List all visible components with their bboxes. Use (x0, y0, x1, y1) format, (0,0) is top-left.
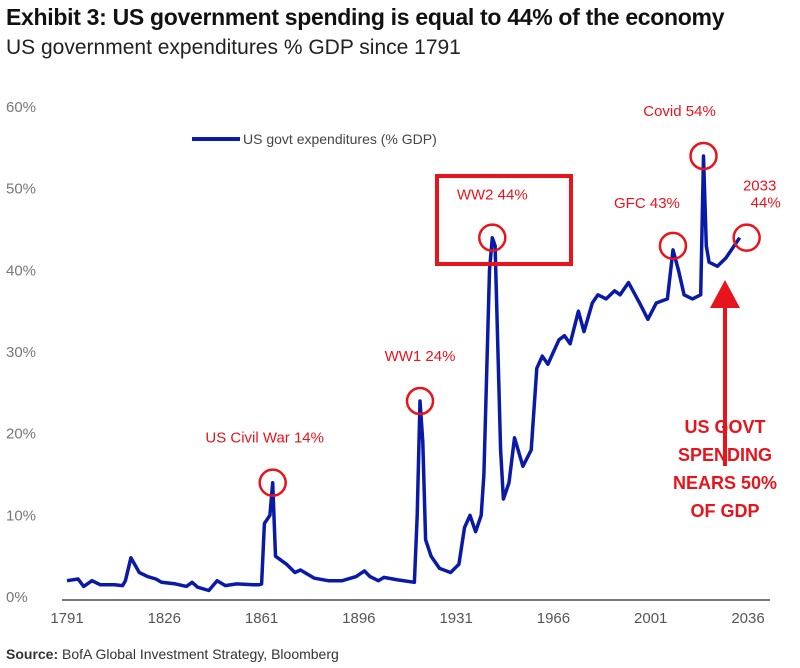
y-tick-label: 10% (6, 507, 36, 524)
x-tick-label: 1791 (50, 610, 83, 627)
legend-label: US govt expenditures (% GDP) (243, 131, 437, 147)
x-tick-label: 2036 (731, 610, 764, 627)
annotation-circle (258, 468, 287, 497)
callout-text: OF GDP (690, 501, 759, 521)
chart-subtitle: US government expenditures % GDP since 1… (6, 36, 461, 59)
annotation-circle (732, 223, 761, 252)
series-line (66, 154, 742, 593)
chart-title: Exhibit 3: US government spending is equ… (6, 4, 725, 30)
source-note: Source: BofA Global Investment Strategy,… (6, 646, 339, 662)
y-tick-label: 60% (6, 99, 36, 116)
annotation-circle (658, 231, 688, 261)
y-tick-label: 30% (6, 344, 36, 361)
annotation-circle (405, 386, 435, 416)
y-tick-label: 40% (6, 262, 36, 279)
annotation-circle (478, 223, 507, 252)
callout-text: US GOVT (684, 417, 765, 437)
arrow-head (710, 280, 740, 308)
source-label: Source: (6, 646, 59, 662)
source-text: BofA Global Investment Strategy, Bloombe… (62, 646, 339, 662)
annotation-label: GFC 43% (614, 195, 680, 212)
x-tick-label: 1896 (342, 610, 375, 627)
callout-text: NEARS 50% (673, 473, 777, 493)
annotation-label: 2033 (743, 178, 776, 195)
annotation-label: US Civil War 14% (205, 430, 324, 447)
y-tick-label: 50% (6, 181, 36, 198)
y-tick-label: 20% (6, 426, 36, 443)
annotation-label: Covid 54% (643, 103, 716, 120)
annotation-label-2: 44% (751, 195, 781, 212)
x-tick-label: 2001 (634, 610, 667, 627)
x-tick-label: 1966 (537, 610, 570, 627)
ww2-highlight-box (435, 174, 573, 266)
annotation-label: WW2 44% (457, 187, 528, 204)
callout-text: SPENDING (678, 445, 772, 465)
x-tick-label: 1931 (439, 610, 472, 627)
y-tick-label: 0% (6, 589, 28, 606)
x-tick-label: 1826 (148, 610, 181, 627)
annotation-circle (689, 141, 718, 171)
x-tick-label: 1861 (245, 610, 278, 627)
annotation-label: WW1 24% (385, 348, 456, 365)
